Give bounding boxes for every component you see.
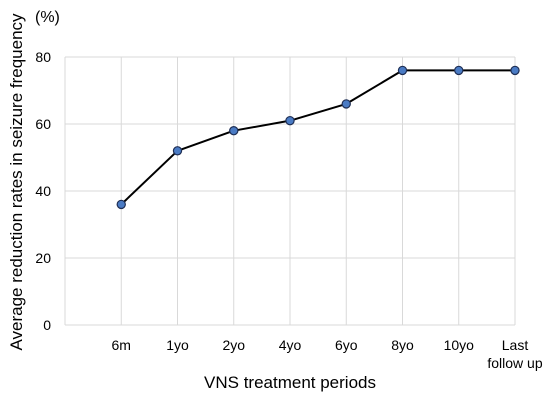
x-tick-label: 1yo (166, 337, 189, 353)
x-tick-label-line: Last (502, 337, 529, 353)
x-tick-label-line: 8yo (391, 337, 414, 353)
series-line-layer (120, 69, 516, 206)
y-tick-label: 60 (35, 116, 51, 132)
data-point (510, 65, 520, 76)
y-tick-label: 20 (35, 250, 51, 266)
y-tick-label: 0 (43, 317, 51, 333)
x-tick-label: 6yo (335, 337, 358, 353)
x-tick-label: Last follow up (487, 337, 542, 371)
x-tick-label: 2yo (222, 337, 245, 353)
data-point (116, 199, 126, 210)
data-point (229, 125, 239, 136)
y-unit-label: (%) (35, 9, 60, 26)
x-tick-labels: 6m 1yo 2yo 4yo 6yo 8yo 10yo Last follow up (112, 337, 543, 371)
data-point (285, 115, 295, 126)
y-tick-label: 40 (35, 183, 51, 199)
x-tick-label: 4yo (279, 337, 302, 353)
data-point (454, 65, 464, 76)
y-tick-labels: 0 20 40 60 80 (35, 49, 51, 333)
y-tick-label: 80 (35, 49, 51, 65)
x-tick-label-line: follow up (487, 355, 542, 371)
x-tick-label-line: 6m (112, 337, 131, 353)
x-tick-label-line: 4yo (279, 337, 302, 353)
x-tick-label-line: 10yo (444, 337, 475, 353)
x-tick-label: 8yo (391, 337, 414, 353)
x-tick-label-line: 1yo (166, 337, 189, 353)
x-tick-label: 6m (112, 337, 131, 353)
y-axis-title: Average reduction rates in seizure frequ… (7, 13, 26, 351)
gridlines (64, 56, 516, 326)
data-point (172, 146, 183, 156)
x-axis-title: VNS treatment periods (204, 373, 376, 392)
data-point (397, 65, 408, 76)
series-line (120, 69, 516, 206)
x-tick-label: 10yo (444, 337, 475, 353)
data-point (341, 99, 351, 109)
x-tick-label-line: 2yo (222, 337, 245, 353)
data-points (116, 65, 520, 210)
x-tick-label-line: 6yo (335, 337, 358, 353)
